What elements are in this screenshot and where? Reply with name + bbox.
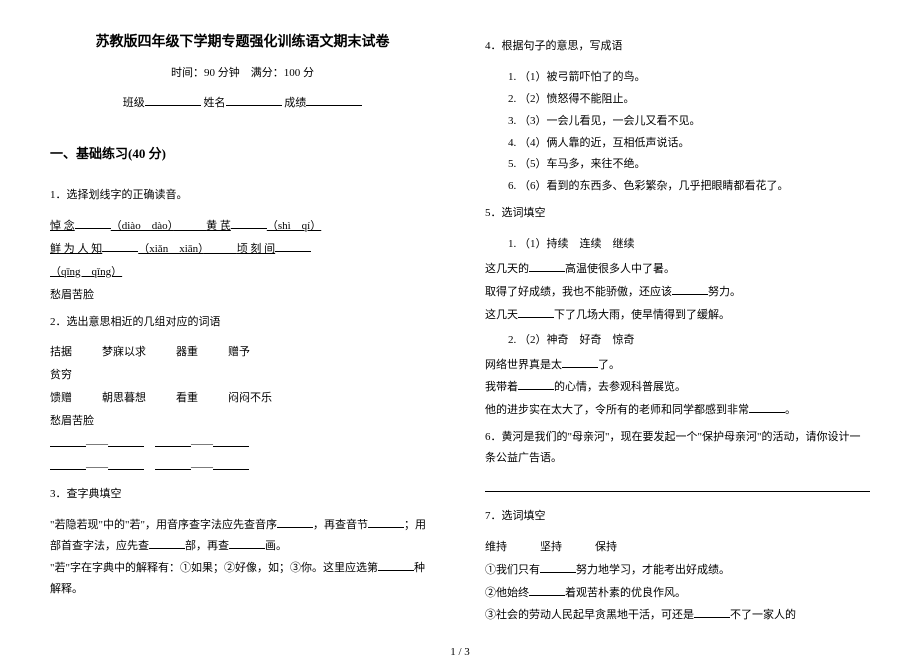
q5-g2-s2: 我带着的心情，去参观科普展览。 bbox=[485, 377, 870, 398]
name-label: 姓名 bbox=[204, 97, 226, 109]
list-item: （6）看到的东西多、色彩繁杂，几乎把眼睛都看花了。 bbox=[519, 176, 870, 197]
q5-stem: 5．选词填空 bbox=[485, 203, 870, 224]
q2-stem: 2．选出意思相近的几组对应的词语 bbox=[50, 312, 435, 333]
exam-title: 苏教版四年级下学期专题强化训练语文期末试卷 bbox=[50, 30, 435, 57]
class-label: 班级 bbox=[123, 97, 145, 109]
q1-extra: 愁眉苦脸 bbox=[50, 285, 435, 306]
q4-list: （1）被弓箭吓怕了的鸟。 （2）愤怒得不能阻止。 （3）一会儿看见，一会儿又看不… bbox=[485, 67, 870, 197]
list-item: （3）一会儿看见，一会儿又看不见。 bbox=[519, 111, 870, 132]
name-blank[interactable] bbox=[226, 93, 282, 106]
q3-text2: "若"字在字典中的解释有：①如果；②好像，如；③你。这里应选第种解释。 bbox=[50, 558, 435, 600]
q5-g2-s3: 他的进步实在太大了，令所有的老师和同学都感到非常。 bbox=[485, 400, 870, 421]
q3-stem: 3．查字典填空 bbox=[50, 484, 435, 505]
q7-s3: ③社会的劳动人民起早贪黑地干活，可还是不了一家人的 bbox=[485, 605, 870, 626]
q5-g2-s1: 网络世界真是太了。 bbox=[485, 355, 870, 376]
q5-g1-choices: （1）持续 连续 继续 bbox=[519, 234, 870, 255]
q7-choices: 维持 坚持 保持 bbox=[485, 537, 870, 558]
q2-poor: 贫穷 bbox=[50, 365, 435, 386]
q2-ans2[interactable]: —— —— bbox=[50, 457, 435, 478]
q6-stem: 6．黄河是我们的"母亲河"，现在要发起一个"保护母亲河"的活动，请你设计一条公益… bbox=[485, 427, 870, 469]
time-score: 时间：90 分钟 满分：100 分 bbox=[50, 63, 435, 84]
student-info: 班级 姓名 成绩 bbox=[50, 93, 435, 114]
class-blank[interactable] bbox=[145, 93, 201, 106]
q7-s1: ①我们只有努力地学习，才能考出好成绩。 bbox=[485, 560, 870, 581]
q5-g1-s3: 这几天下了几场大雨，使旱情得到了缓解。 bbox=[485, 305, 870, 326]
q1-row3: （qīng qǐng） bbox=[50, 262, 435, 283]
q7-s2: ②他始终着观苦朴素的优良作风。 bbox=[485, 583, 870, 604]
score-label: 成绩 bbox=[284, 97, 306, 109]
q1-row1: 悼 念（diào dào） 黄 芪（shì qí） bbox=[50, 216, 435, 237]
q5-g1-s1: 这几天的高温使很多人中了暑。 bbox=[485, 259, 870, 280]
q1-stem: 1．选择划线字的正确读音。 bbox=[50, 185, 435, 206]
q4-stem: 4．根据句子的意思，写成语 bbox=[485, 36, 870, 57]
q2-ans[interactable]: —— —— bbox=[50, 434, 435, 455]
q1-row2: 鲜 为 人 知（xiǎn xiān） 顷 刻 间 bbox=[50, 239, 435, 260]
list-item: （5）车马多，来往不绝。 bbox=[519, 154, 870, 175]
score-blank[interactable] bbox=[306, 93, 362, 106]
q3-text1: "若隐若现"中的"若"，用音序查字法应先查音序，再查音节；用部首查字法，应先查部… bbox=[50, 515, 435, 557]
q7-stem: 7．选词填空 bbox=[485, 506, 870, 527]
q2-row1: 拮据梦寐以求器重赠予 bbox=[50, 342, 435, 363]
q6-blank[interactable] bbox=[485, 479, 870, 500]
q2-row2: 馈赠朝思暮想看重闷闷不乐 bbox=[50, 388, 435, 409]
q2-sad: 愁眉苦脸 bbox=[50, 411, 435, 432]
q5-g1-s2: 取得了好成绩，我也不能骄傲，还应该努力。 bbox=[485, 282, 870, 303]
section-a-heading: 一、基础练习(40 分) bbox=[50, 142, 435, 167]
page-number: 1 / 3 bbox=[0, 646, 920, 658]
list-item: （4）俩人靠的近，互相低声说话。 bbox=[519, 133, 870, 154]
list-item: （1）被弓箭吓怕了的鸟。 bbox=[519, 67, 870, 88]
list-item: （2）愤怒得不能阻止。 bbox=[519, 89, 870, 110]
q5-g2-choices: （2）神奇 好奇 惊奇 bbox=[519, 330, 870, 351]
